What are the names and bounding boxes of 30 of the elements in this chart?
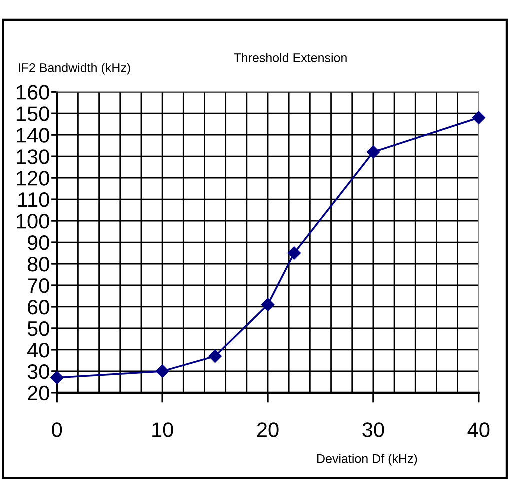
x-tick-label: 0 — [52, 422, 62, 438]
point — [208, 350, 222, 363]
y-tick-label: 110 — [18, 192, 50, 208]
y-tick-label: 30 — [28, 364, 50, 380]
y-tick-label: 160 — [17, 85, 50, 100]
y-tick-label: 100 — [17, 214, 50, 229]
y-tick-label: 130 — [17, 150, 50, 164]
point — [472, 111, 486, 124]
point — [366, 146, 380, 159]
x-tick-label: 40 — [468, 422, 490, 438]
y-tick-label: 50 — [28, 321, 50, 336]
y-tick-label: 80 — [28, 257, 50, 272]
y-tick-label: 140 — [17, 128, 50, 143]
point — [156, 364, 170, 378]
x-tick-label: 10 — [152, 422, 174, 438]
y-tick-label: 70 — [28, 278, 50, 294]
y-tick-label: 40 — [27, 342, 50, 358]
y-tick-label: 90 — [28, 236, 50, 250]
chart-title: Threshold Extension — [234, 53, 347, 62]
y-tick-label: 120 — [17, 171, 50, 186]
x-axis-title: Deviation Df (kHz) — [318, 454, 418, 466]
y-axis-title: IF2 Bandwidth (kHz) — [19, 63, 130, 75]
y-tick-label: 20 — [28, 386, 50, 401]
point — [288, 246, 301, 260]
point — [50, 371, 64, 384]
x-tick-label: 30 — [362, 422, 384, 438]
y-tick-label: 150 — [17, 106, 50, 122]
point — [261, 298, 275, 312]
y-tick-label: 60 — [28, 300, 50, 315]
x-tick-label: 20 — [257, 422, 279, 438]
